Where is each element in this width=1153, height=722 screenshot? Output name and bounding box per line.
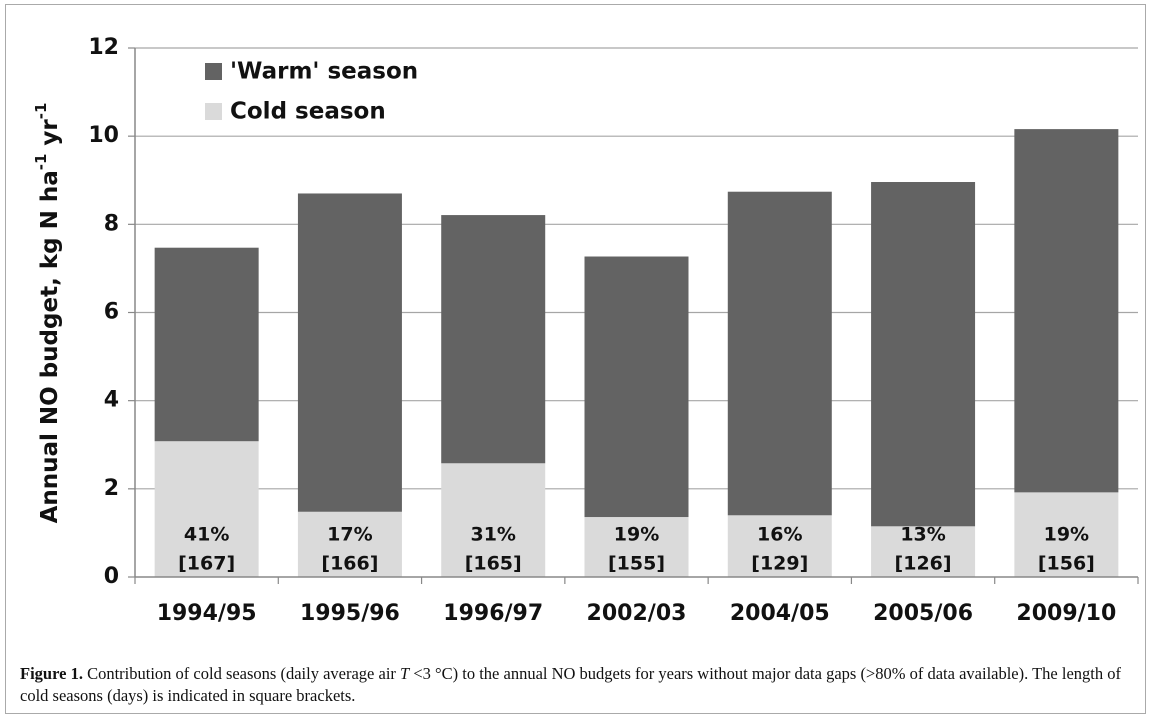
bar-segment xyxy=(154,441,259,577)
y-tick-label: 4 xyxy=(104,388,119,413)
y-tick-label: 2 xyxy=(104,476,119,501)
y-label-text: Annual NO budget, kg N ha xyxy=(37,170,63,523)
days-label: [155] xyxy=(608,553,665,575)
bar-segment xyxy=(871,526,976,577)
share-label: 19% xyxy=(614,524,659,546)
days-label: [167] xyxy=(178,553,235,575)
days-label: [156] xyxy=(1038,553,1095,575)
caption-text: <3 °C) to the annual NO budgets for year… xyxy=(20,664,1121,705)
share-label: 17% xyxy=(327,524,372,546)
x-tick-label: 2002/03 xyxy=(587,601,687,626)
y-tick-label: 8 xyxy=(104,211,119,236)
legend-swatch xyxy=(205,63,222,80)
caption-variable: T xyxy=(400,664,410,683)
x-tick-label: 2005/06 xyxy=(873,601,973,626)
bar-segment xyxy=(1014,492,1119,577)
x-tick-label: 1994/95 xyxy=(157,601,257,626)
bar-segment xyxy=(441,215,546,464)
bar-segment xyxy=(154,247,259,442)
y-tick-label: 10 xyxy=(88,123,119,148)
bar-segment xyxy=(727,515,832,577)
days-label: [129] xyxy=(751,553,808,575)
bar-segment xyxy=(727,191,832,516)
days-label: [126] xyxy=(895,553,952,575)
share-label: 31% xyxy=(470,524,515,546)
bar-segment xyxy=(584,256,689,518)
bar-segment xyxy=(297,511,402,577)
y-label-text: yr xyxy=(37,119,63,154)
bar-segment xyxy=(441,463,546,577)
caption: Figure 1. Contribution of cold seasons (… xyxy=(20,663,1135,707)
x-tick-label: 2004/05 xyxy=(730,601,830,626)
days-label: [165] xyxy=(465,553,522,575)
legend-label: Cold season xyxy=(230,99,386,125)
y-tick-label: 6 xyxy=(104,300,119,325)
bar-segment xyxy=(1014,129,1119,493)
figure-frame xyxy=(5,4,1146,714)
x-tick-label: 1996/97 xyxy=(443,601,543,626)
share-label: 13% xyxy=(900,524,945,546)
y-axis-label: Annual NO budget, kg N ha-1 yr-1 xyxy=(32,103,63,524)
legend-swatch xyxy=(205,103,222,120)
y-tick-label: 12 xyxy=(88,35,119,60)
y-label-sup: -1 xyxy=(32,103,50,120)
x-tick-label: 2009/10 xyxy=(1016,601,1116,626)
x-tick-label: 1995/96 xyxy=(300,601,400,626)
caption-text: Contribution of cold seasons (daily aver… xyxy=(82,664,401,683)
y-tick-label: 0 xyxy=(104,564,119,589)
caption-label: Figure 1. xyxy=(20,664,83,683)
chart: Annual NO budget, kg N ha-1 yr-1 0246810… xyxy=(32,35,1139,626)
bar-segment xyxy=(297,193,402,512)
legend-label: 'Warm' season xyxy=(230,59,418,85)
share-label: 19% xyxy=(1044,524,1089,546)
share-label: 16% xyxy=(757,524,802,546)
share-label: 41% xyxy=(184,524,229,546)
bar-segment xyxy=(584,517,689,577)
y-label-sup: -1 xyxy=(32,154,50,171)
days-label: [166] xyxy=(321,553,378,575)
bar-segment xyxy=(871,182,976,527)
